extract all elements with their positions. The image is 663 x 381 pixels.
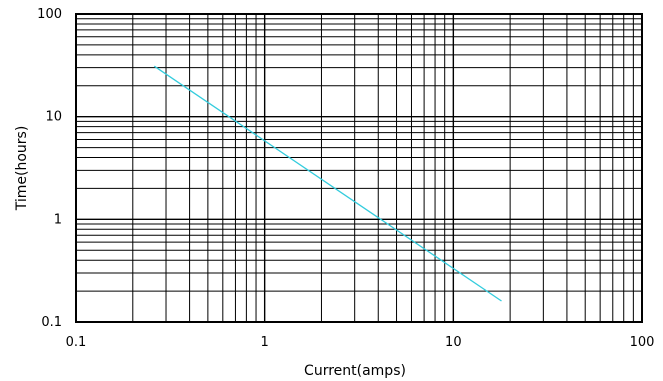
x-tick-label: 100 xyxy=(630,335,655,350)
y-tick-label: 1 xyxy=(54,212,62,227)
series-line xyxy=(153,65,502,302)
y-tick-labels: 0.1 1 10 100 xyxy=(37,7,62,330)
x-tick-labels: 0.1 1 10 100 xyxy=(66,335,655,350)
y-tick-label: 100 xyxy=(37,7,62,22)
y-tick-label: 10 xyxy=(45,110,62,125)
y-tick-label: 0.1 xyxy=(41,315,62,330)
x-axis-title: Current(amps) xyxy=(304,363,406,379)
x-tick-label: 0.1 xyxy=(66,335,87,350)
series-lines xyxy=(153,65,502,302)
grid-lines xyxy=(76,14,642,322)
plot-frame xyxy=(75,13,643,323)
x-tick-label: 1 xyxy=(261,335,269,350)
x-tick-label: 10 xyxy=(445,335,462,350)
y-axis-title: Time(hours) xyxy=(14,126,30,212)
